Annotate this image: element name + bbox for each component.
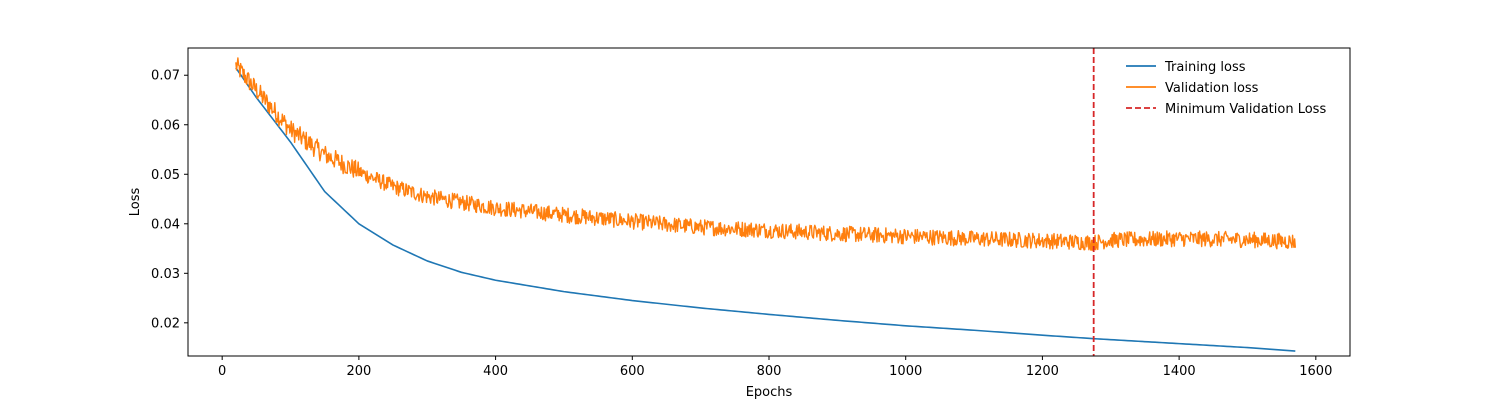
y-tick-label: 0.07: [151, 69, 180, 84]
y-axis-label: Loss: [128, 188, 143, 217]
y-tick-label: 0.06: [151, 118, 180, 133]
x-tick-label: 1000: [889, 364, 922, 379]
x-axis-label: Epochs: [746, 385, 793, 400]
x-tick-label: 1400: [1163, 364, 1196, 379]
ticks-layer: 0 200 400 600 800 1000 1200 1400 1600 0.02 0.03 0.0…: [151, 69, 1332, 379]
series-layer: [235, 48, 1297, 356]
y-tick-label: 0.03: [151, 267, 180, 282]
series-validation-loss: [235, 57, 1297, 251]
legend: Training loss Validation loss Minimum Va…: [1126, 60, 1326, 117]
legend-label-training-loss: Training loss: [1164, 60, 1246, 75]
x-tick-label: 400: [483, 364, 508, 379]
y-tick-label: 0.02: [151, 316, 180, 331]
legend-label-minimum-validation-loss: Minimum Validation Loss: [1165, 102, 1326, 117]
legend-label-validation-loss: Validation loss: [1165, 81, 1259, 96]
y-tick-label: 0.04: [151, 217, 180, 232]
series-training-loss: [235, 67, 1296, 352]
x-tick-label: 600: [620, 364, 645, 379]
x-tick-label: 0: [218, 364, 226, 379]
x-tick-label: 1600: [1299, 364, 1332, 379]
x-tick-label: 1200: [1026, 364, 1059, 379]
y-tick-label: 0.05: [151, 168, 180, 183]
x-tick-label: 200: [346, 364, 371, 379]
x-tick-label: 800: [757, 364, 782, 379]
